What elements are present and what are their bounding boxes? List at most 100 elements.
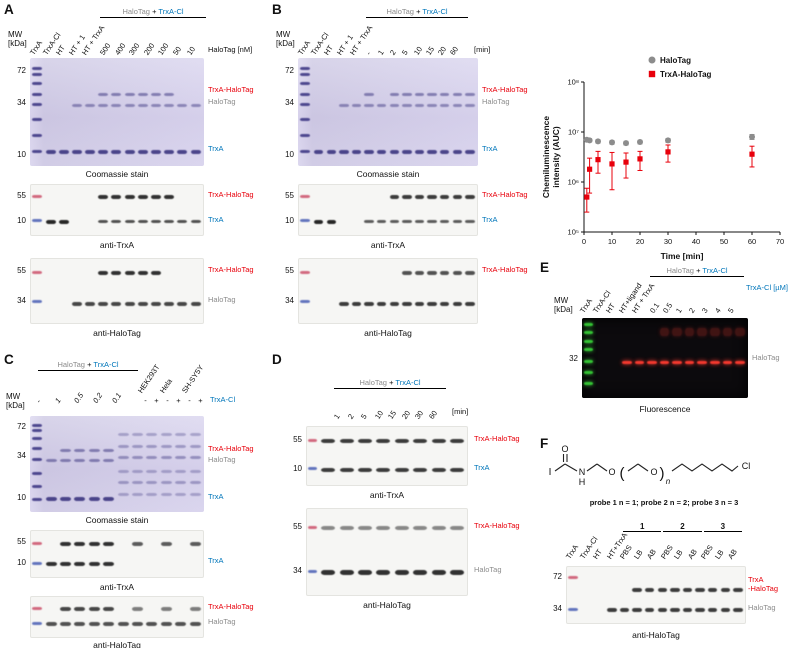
- gel-band: [175, 469, 187, 473]
- svg-text:10⁸: 10⁸: [567, 78, 579, 87]
- mw-34: 34: [17, 98, 26, 107]
- gel-band: [364, 104, 374, 108]
- gel-band: [394, 468, 409, 472]
- gel-band: [450, 439, 465, 444]
- gel-band: [682, 607, 693, 612]
- panel-a-anti-halotag-blot: [30, 258, 204, 324]
- mw-34: 34: [17, 451, 26, 460]
- gel-band: [117, 444, 129, 448]
- gel-band: [117, 622, 129, 627]
- panel-c-anti-trxa-blot: [30, 530, 204, 578]
- panel-e-lane-labels: TrxA TrxA-Cl HT HT+ligand HT + TrxA: [578, 262, 656, 315]
- panel-e-fluorescence-gel: [582, 318, 748, 398]
- gel-band: [124, 149, 135, 154]
- gel-band: [720, 588, 731, 593]
- svg-text:intensity (AUC): intensity (AUC): [551, 126, 561, 188]
- gel-band: [88, 622, 100, 627]
- conc-unit-label: TrxA-Cl [µM]: [746, 283, 788, 292]
- gel-band: [190, 149, 201, 154]
- band-label-trxa-halotag: TrxA-HaloTag: [208, 85, 254, 94]
- lane-label: HT + TrxA: [79, 23, 107, 57]
- gel-band: [160, 622, 172, 627]
- gel-band: [339, 569, 354, 575]
- gel-band: [117, 481, 129, 485]
- mw-72: 72: [553, 572, 562, 581]
- gel-band: [189, 481, 201, 485]
- plus-minus-label: -: [166, 396, 169, 405]
- treatment-header: HaloTag + TrxA-Cl: [38, 360, 138, 371]
- gel-band: [32, 622, 42, 626]
- atom-ether-o: O: [608, 467, 615, 477]
- svg-text:HaloTag: HaloTag: [660, 56, 691, 65]
- svg-text:Time [min]: Time [min]: [661, 251, 704, 261]
- band-label-trxa-halotag: TrxA-HaloTag: [208, 602, 254, 611]
- gel-band: [321, 569, 336, 575]
- gel-band: [439, 271, 450, 276]
- gel-band: [389, 149, 400, 154]
- gel-band: [32, 497, 42, 501]
- gel-band: [32, 81, 42, 85]
- gel-band: [74, 606, 86, 611]
- gel-band: [450, 468, 465, 472]
- gel-band: [175, 492, 187, 496]
- band-label-trxa: TrxA: [208, 492, 224, 501]
- mw-72: 72: [17, 422, 26, 431]
- gel-band: [427, 301, 437, 306]
- gel-band: [88, 459, 100, 463]
- gel-band: [583, 370, 594, 374]
- gel-band: [710, 327, 720, 336]
- gel-band: [672, 361, 682, 365]
- caption-anti-halotag: anti-HaloTag: [93, 640, 141, 648]
- gel-band: [439, 195, 450, 200]
- plus-minus-label: +: [176, 396, 181, 405]
- mw-55: 55: [285, 191, 294, 200]
- gel-band: [300, 195, 311, 199]
- gel-band: [60, 496, 71, 501]
- gel-band: [60, 541, 71, 546]
- panel-d: D HaloTag + TrxA-Cl 1 2 5 10 15 20 30 60 [min] …: [270, 352, 538, 646]
- gel-band: [413, 468, 428, 472]
- atom-iodine: I: [549, 467, 552, 478]
- header-plus: +: [152, 7, 157, 16]
- gel-band: [103, 622, 115, 627]
- gel-band: [175, 456, 187, 460]
- gel-band: [32, 219, 42, 223]
- gel-band: [177, 301, 188, 306]
- svg-text:40: 40: [692, 237, 700, 246]
- gel-band: [439, 301, 450, 306]
- gel-band: [427, 104, 437, 108]
- gel-band: [439, 149, 450, 154]
- band-label-trxa: TrxA: [474, 463, 490, 472]
- band-label-trxa: TrxA: [208, 556, 224, 565]
- gel-band: [431, 525, 446, 530]
- gel-band: [351, 301, 362, 306]
- gel-band: [300, 103, 311, 107]
- time-label: 60: [426, 408, 439, 421]
- caption-anti-halotag: anti-HaloTag: [93, 328, 141, 338]
- gel-band: [151, 92, 162, 96]
- gel-band: [132, 622, 143, 627]
- time-unit-label: [min]: [452, 407, 469, 416]
- gel-band: [465, 301, 475, 306]
- gel-band: [74, 561, 86, 566]
- gel-band: [32, 561, 42, 565]
- plus-minus-label: -: [188, 396, 191, 405]
- mw-10: 10: [285, 150, 294, 159]
- band-label-halotag: HaloTag: [208, 455, 236, 464]
- gel-band: [376, 301, 387, 306]
- band-label-trxa-halotag: TrxA-HaloTag: [482, 85, 528, 94]
- panel-c-cellline-labels: HEK293T Hela SH-SY5Y: [136, 352, 206, 394]
- gel-band: [132, 469, 143, 473]
- mw-axis-label: MW [kDa]: [6, 392, 25, 411]
- gel-band: [103, 541, 115, 546]
- gel-band: [45, 459, 57, 463]
- gel-band: [450, 569, 465, 575]
- panel-d-time-labels: 1 2 5 10 15 20 30 60: [332, 392, 444, 421]
- gel-band: [670, 588, 680, 593]
- gel-band: [376, 104, 387, 108]
- gel-band: [60, 561, 71, 566]
- gel-band: [111, 104, 122, 108]
- panel-b: B MW [kDa] TrxA TrxA-Cl HT HT + 1 HT + TrxA …: [270, 2, 538, 348]
- header-plus: +: [389, 378, 394, 387]
